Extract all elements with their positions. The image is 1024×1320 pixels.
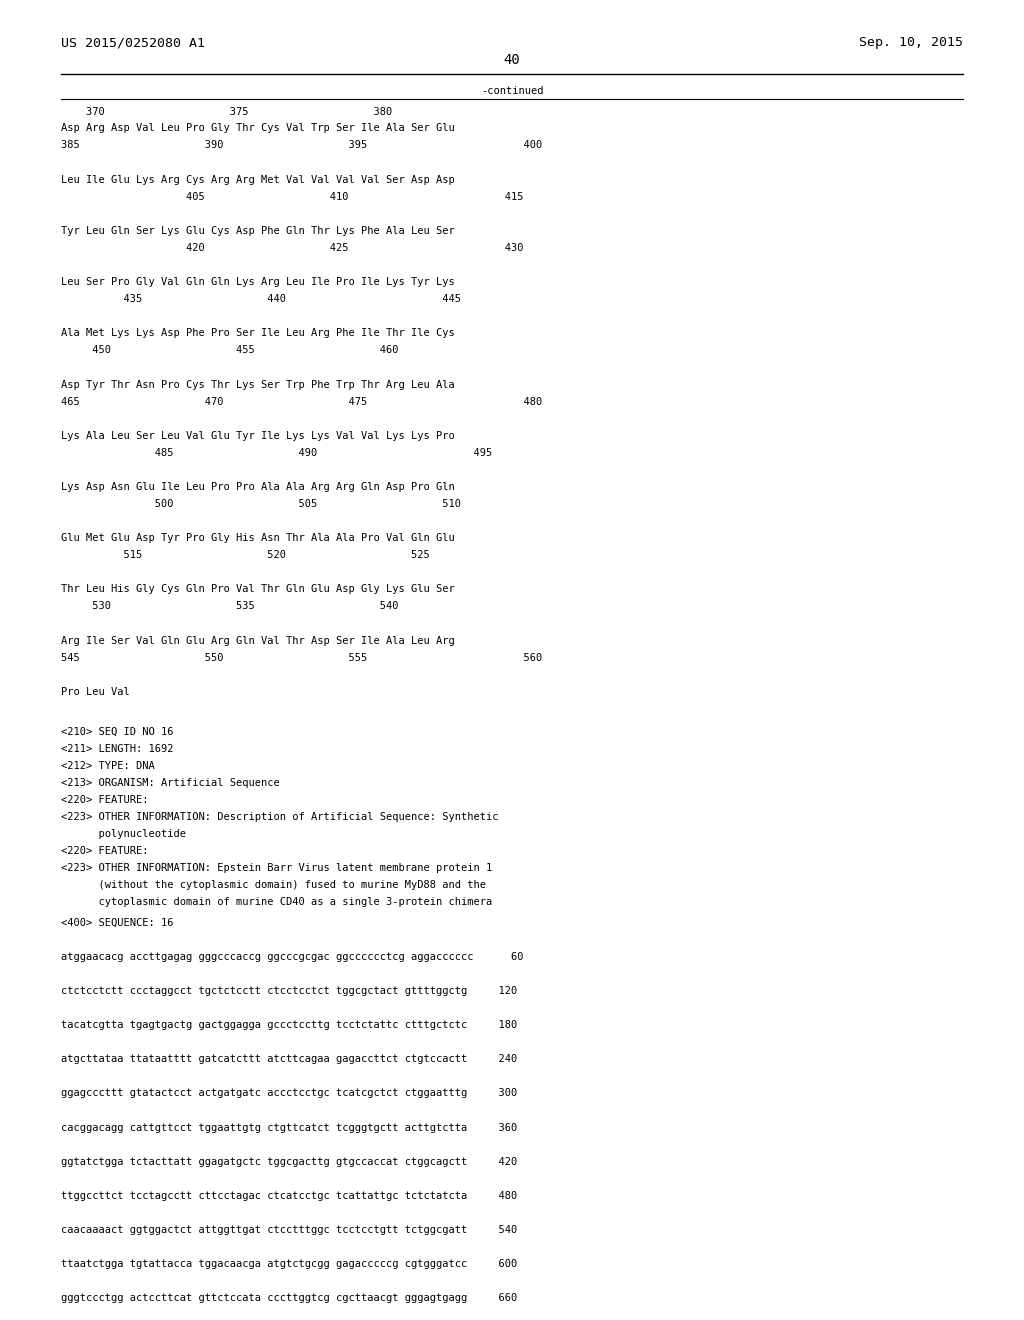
Text: Thr Leu His Gly Cys Gln Pro Val Thr Gln Glu Asp Gly Lys Glu Ser: Thr Leu His Gly Cys Gln Pro Val Thr Gln … [61, 585, 456, 594]
Text: polynucleotide: polynucleotide [61, 829, 186, 840]
Text: tacatcgtta tgagtgactg gactggagga gccctccttg tcctctattc ctttgctctc     180: tacatcgtta tgagtgactg gactggagga gccctcc… [61, 1020, 518, 1030]
Text: cacggacagg cattgttcct tggaattgtg ctgttcatct tcgggtgctt acttgtctta     360: cacggacagg cattgttcct tggaattgtg ctgttca… [61, 1122, 518, 1133]
Text: atggaacacg accttgagag gggcccaccg ggcccgcgac ggcccccctcg aggacccccc      60: atggaacacg accttgagag gggcccaccg ggcccgc… [61, 952, 524, 962]
Text: ctctcctctt ccctaggcct tgctctcctt ctcctcctct tggcgctact gttttggctg     120: ctctcctctt ccctaggcct tgctctcctt ctcctcc… [61, 986, 518, 997]
Text: Asp Arg Asp Val Leu Pro Gly Thr Cys Val Trp Ser Ile Ala Ser Glu: Asp Arg Asp Val Leu Pro Gly Thr Cys Val … [61, 123, 456, 133]
Text: ggtatctgga tctacttatt ggagatgctc tggcgacttg gtgccaccat ctggcagctt     420: ggtatctgga tctacttatt ggagatgctc tggcgac… [61, 1156, 518, 1167]
Text: (without the cytoplasmic domain) fused to murine MyD88 and the: (without the cytoplasmic domain) fused t… [61, 880, 486, 890]
Text: Asp Tyr Thr Asn Pro Cys Thr Lys Ser Trp Phe Trp Thr Arg Leu Ala: Asp Tyr Thr Asn Pro Cys Thr Lys Ser Trp … [61, 380, 456, 389]
Text: Lys Ala Leu Ser Leu Val Glu Tyr Ile Lys Lys Val Val Lys Lys Pro: Lys Ala Leu Ser Leu Val Glu Tyr Ile Lys … [61, 430, 456, 441]
Text: 435                    440                         445: 435 440 445 [61, 294, 462, 304]
Text: 40: 40 [504, 53, 520, 67]
Text: 370                    375                    380: 370 375 380 [61, 107, 392, 117]
Text: caacaaaact ggtggactct attggttgat ctcctttggc tcctcctgtt tctggcgatt     540: caacaaaact ggtggactct attggttgat ctccttt… [61, 1225, 518, 1236]
Text: ggagcccttt gtatactcct actgatgatc accctcctgc tcatcgctct ctggaatttg     300: ggagcccttt gtatactcct actgatgatc accctcc… [61, 1089, 518, 1098]
Text: gggtccctgg actccttcat gttctccata cccttggtcg cgcttaacgt gggagtgagg     660: gggtccctgg actccttcat gttctccata cccttgg… [61, 1294, 518, 1303]
Text: 515                    520                    525: 515 520 525 [61, 550, 430, 560]
Text: 530                    535                    540: 530 535 540 [61, 602, 399, 611]
Text: Ala Met Lys Lys Asp Phe Pro Ser Ile Leu Arg Phe Ile Thr Ile Cys: Ala Met Lys Lys Asp Phe Pro Ser Ile Leu … [61, 329, 456, 338]
Text: Pro Leu Val: Pro Leu Val [61, 686, 130, 697]
Text: <220> FEATURE:: <220> FEATURE: [61, 846, 148, 857]
Text: <213> ORGANISM: Artificial Sequence: <213> ORGANISM: Artificial Sequence [61, 777, 281, 788]
Text: <223> OTHER INFORMATION: Epstein Barr Virus latent membrane protein 1: <223> OTHER INFORMATION: Epstein Barr Vi… [61, 863, 493, 873]
Text: cytoplasmic domain of murine CD40 as a single 3-protein chimera: cytoplasmic domain of murine CD40 as a s… [61, 898, 493, 907]
Text: Leu Ile Glu Lys Arg Cys Arg Arg Met Val Val Val Val Ser Asp Asp: Leu Ile Glu Lys Arg Cys Arg Arg Met Val … [61, 174, 456, 185]
Text: <211> LENGTH: 1692: <211> LENGTH: 1692 [61, 743, 174, 754]
Text: 405                    410                         415: 405 410 415 [61, 191, 524, 202]
Text: 420                    425                         430: 420 425 430 [61, 243, 524, 253]
Text: <220> FEATURE:: <220> FEATURE: [61, 795, 148, 805]
Text: US 2015/0252080 A1: US 2015/0252080 A1 [61, 37, 206, 49]
Text: <400> SEQUENCE: 16: <400> SEQUENCE: 16 [61, 917, 174, 928]
Text: ttaatctgga tgtattacca tggacaacga atgtctgcgg gagacccccg cgtgggatcc     600: ttaatctgga tgtattacca tggacaacga atgtctg… [61, 1259, 518, 1269]
Text: <210> SEQ ID NO 16: <210> SEQ ID NO 16 [61, 726, 174, 737]
Text: -continued: -continued [480, 86, 544, 96]
Text: 465                    470                    475                         480: 465 470 475 480 [61, 396, 543, 407]
Text: 485                    490                         495: 485 490 495 [61, 447, 493, 458]
Text: Leu Ser Pro Gly Val Gln Gln Lys Arg Leu Ile Pro Ile Lys Tyr Lys: Leu Ser Pro Gly Val Gln Gln Lys Arg Leu … [61, 277, 456, 286]
Text: Arg Ile Ser Val Gln Glu Arg Gln Val Thr Asp Ser Ile Ala Leu Arg: Arg Ile Ser Val Gln Glu Arg Gln Val Thr … [61, 636, 456, 645]
Text: atgcttataa ttataatttt gatcatcttt atcttcagaa gagaccttct ctgtccactt     240: atgcttataa ttataatttt gatcatcttt atcttca… [61, 1055, 518, 1064]
Text: <212> TYPE: DNA: <212> TYPE: DNA [61, 760, 156, 771]
Text: Lys Asp Asn Glu Ile Leu Pro Pro Ala Ala Arg Arg Gln Asp Pro Gln: Lys Asp Asn Glu Ile Leu Pro Pro Ala Ala … [61, 482, 456, 492]
Text: <223> OTHER INFORMATION: Description of Artificial Sequence: Synthetic: <223> OTHER INFORMATION: Description of … [61, 812, 499, 822]
Text: Tyr Leu Gln Ser Lys Glu Cys Asp Phe Gln Thr Lys Phe Ala Leu Ser: Tyr Leu Gln Ser Lys Glu Cys Asp Phe Gln … [61, 226, 456, 236]
Text: 385                    390                    395                         400: 385 390 395 400 [61, 140, 543, 150]
Text: 545                    550                    555                         560: 545 550 555 560 [61, 652, 543, 663]
Text: 450                    455                    460: 450 455 460 [61, 346, 399, 355]
Text: Glu Met Glu Asp Tyr Pro Gly His Asn Thr Ala Ala Pro Val Gln Glu: Glu Met Glu Asp Tyr Pro Gly His Asn Thr … [61, 533, 456, 544]
Text: ttggccttct tcctagcctt cttcctagac ctcatcctgc tcattattgc tctctatcta     480: ttggccttct tcctagcctt cttcctagac ctcatcc… [61, 1191, 518, 1201]
Text: 500                    505                    510: 500 505 510 [61, 499, 462, 510]
Text: Sep. 10, 2015: Sep. 10, 2015 [858, 37, 963, 49]
